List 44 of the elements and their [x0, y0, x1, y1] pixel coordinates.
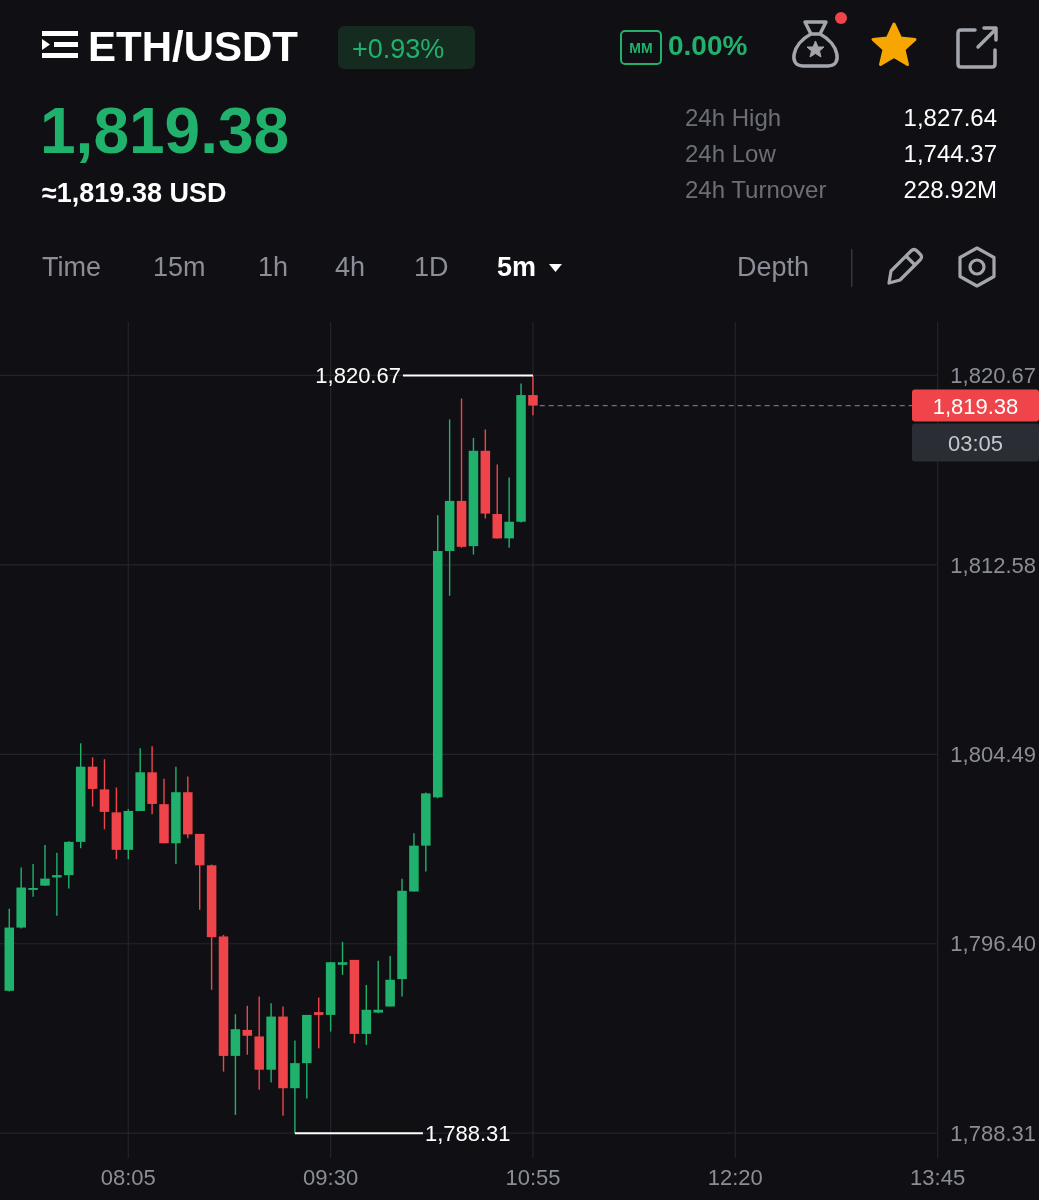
chart-title: ETH/USDT — [88, 23, 299, 70]
candlestick — [504, 476, 514, 549]
candlestick — [528, 374, 538, 416]
x-tick-label: 13:45 — [910, 1165, 966, 1190]
text: +0.93% — [352, 34, 445, 64]
y-tick-label: 1,788.31 — [950, 1120, 1036, 1146]
x-tick-label: 08:05 — [100, 1165, 156, 1190]
candlestick — [337, 941, 348, 976]
text: 1,827.64 — [903, 104, 997, 131]
y-tick-label: 1,812.58 — [950, 552, 1036, 578]
x-tick-label: 12:20 — [707, 1165, 763, 1190]
text: 4h — [335, 252, 366, 282]
candlestick — [242, 1005, 253, 1056]
candlestick — [99, 758, 110, 830]
annotation: 1,820.67 — [315, 363, 401, 389]
text: 0.00% — [668, 30, 748, 61]
x-tick-label: 10:55 — [505, 1165, 561, 1190]
candlestick — [373, 960, 383, 1014]
text: MM — [629, 40, 653, 56]
x-tick-label: 09:30 — [303, 1165, 359, 1190]
text: 5m — [497, 252, 537, 282]
text: Time — [42, 252, 101, 282]
text: 1,744.37 — [903, 140, 997, 167]
text: 1h — [258, 252, 289, 282]
candlestick — [28, 863, 38, 898]
candlestick — [313, 996, 324, 1049]
y-tick-label: 1,820.67 — [950, 363, 1036, 389]
y-tick-label: 1,796.40 — [950, 931, 1036, 957]
text: 24h High — [685, 104, 782, 131]
annotation: 03:05 — [947, 430, 1004, 456]
candlestick — [40, 844, 50, 887]
candlestick — [52, 851, 62, 917]
ref-line-label: 1,819.38 — [932, 393, 1019, 419]
annotation: 1,788.31 — [424, 1121, 511, 1147]
text: 228.92M — [903, 176, 997, 203]
text: 1D — [414, 252, 449, 282]
text: 24h Low — [685, 140, 777, 167]
candlestick — [87, 756, 98, 808]
text: Depth — [737, 252, 810, 282]
text: 24h Turnover — [685, 176, 827, 203]
y-tick-label: 1,804.49 — [950, 741, 1036, 767]
text: 15m — [153, 252, 206, 282]
text: ≈1,819.38 USD — [42, 178, 227, 208]
text: 1,819.38 — [40, 95, 290, 167]
